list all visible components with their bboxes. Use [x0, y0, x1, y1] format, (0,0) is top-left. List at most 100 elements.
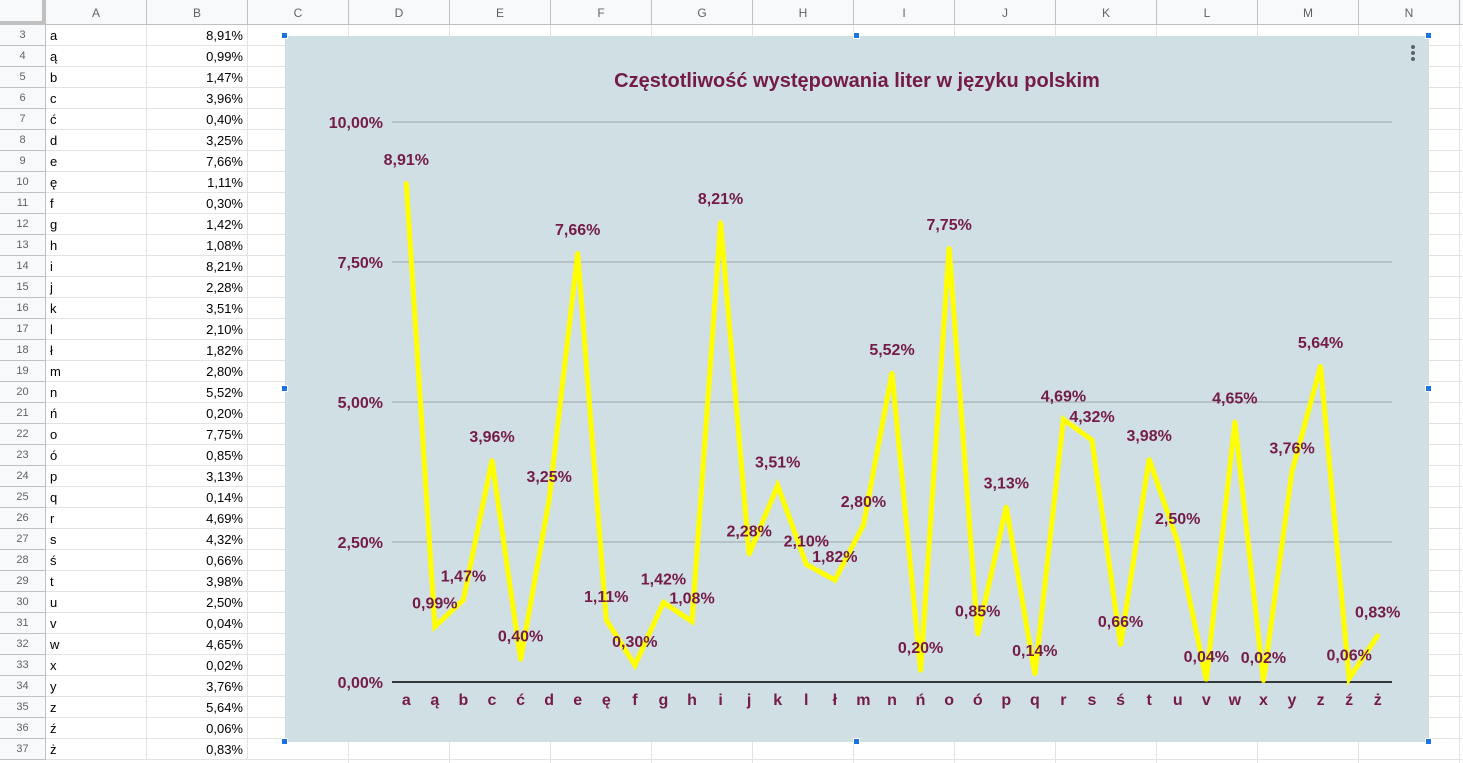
cell-frequency[interactable]: 0,02%: [147, 655, 248, 676]
cell-letter[interactable]: l: [46, 319, 147, 340]
cell-letter[interactable]: n: [46, 382, 147, 403]
cell-letter[interactable]: h: [46, 235, 147, 256]
row-header[interactable]: 4: [0, 46, 46, 67]
cell-letter[interactable]: ń: [46, 403, 147, 424]
row-header[interactable]: 17: [0, 319, 46, 340]
row-header[interactable]: 6: [0, 88, 46, 109]
row-header[interactable]: 10: [0, 172, 46, 193]
column-header-b[interactable]: B: [147, 0, 248, 25]
column-header-l[interactable]: L: [1157, 0, 1258, 25]
cell-frequency[interactable]: 3,98%: [147, 571, 248, 592]
row-header[interactable]: 7: [0, 109, 46, 130]
row-header[interactable]: 33: [0, 655, 46, 676]
cell-letter[interactable]: ś: [46, 550, 147, 571]
cell-letter[interactable]: c: [46, 88, 147, 109]
cell-frequency[interactable]: 1,82%: [147, 340, 248, 361]
cell-frequency[interactable]: 0,66%: [147, 550, 248, 571]
row-header[interactable]: 24: [0, 466, 46, 487]
cell-letter[interactable]: w: [46, 634, 147, 655]
row-header[interactable]: 30: [0, 592, 46, 613]
select-all-corner[interactable]: [0, 0, 46, 25]
resize-handle[interactable]: [853, 32, 860, 39]
cell-frequency[interactable]: 8,91%: [147, 25, 248, 46]
cell-letter[interactable]: z: [46, 697, 147, 718]
cell-frequency[interactable]: 0,85%: [147, 445, 248, 466]
row-header[interactable]: 3: [0, 25, 46, 46]
resize-handle[interactable]: [281, 385, 288, 392]
cell-frequency[interactable]: 3,13%: [147, 466, 248, 487]
cell-letter[interactable]: ż: [46, 739, 147, 760]
cell-frequency[interactable]: 3,76%: [147, 676, 248, 697]
column-header-i[interactable]: I: [854, 0, 955, 25]
column-header-g[interactable]: G: [652, 0, 753, 25]
column-header-a[interactable]: A: [46, 0, 147, 25]
row-header[interactable]: 36: [0, 718, 46, 739]
resize-handle[interactable]: [281, 32, 288, 39]
row-header[interactable]: 35: [0, 697, 46, 718]
row-header[interactable]: 34: [0, 676, 46, 697]
row-header[interactable]: 29: [0, 571, 46, 592]
cell-frequency[interactable]: 8,21%: [147, 256, 248, 277]
cell-frequency[interactable]: 0,30%: [147, 193, 248, 214]
column-header-n[interactable]: N: [1359, 0, 1460, 25]
row-header[interactable]: 23: [0, 445, 46, 466]
cell-letter[interactable]: o: [46, 424, 147, 445]
cell-letter[interactable]: x: [46, 655, 147, 676]
cell-letter[interactable]: t: [46, 571, 147, 592]
line-chart[interactable]: Częstotliwość występowania liter w język…: [285, 36, 1429, 742]
row-header[interactable]: 21: [0, 403, 46, 424]
cell-frequency[interactable]: 0,99%: [147, 46, 248, 67]
cell-frequency[interactable]: 0,83%: [147, 739, 248, 760]
cell-frequency[interactable]: 2,50%: [147, 592, 248, 613]
cell-letter[interactable]: p: [46, 466, 147, 487]
cell-letter[interactable]: d: [46, 130, 147, 151]
row-header[interactable]: 37: [0, 739, 46, 760]
row-header[interactable]: 26: [0, 508, 46, 529]
resize-handle[interactable]: [1425, 738, 1432, 745]
column-header-c[interactable]: C: [248, 0, 349, 25]
cell-frequency[interactable]: 7,75%: [147, 424, 248, 445]
cell-letter[interactable]: y: [46, 676, 147, 697]
cell-letter[interactable]: ę: [46, 172, 147, 193]
cell-letter[interactable]: r: [46, 508, 147, 529]
cell-letter[interactable]: i: [46, 256, 147, 277]
cell-frequency[interactable]: 0,20%: [147, 403, 248, 424]
cell-letter[interactable]: ć: [46, 109, 147, 130]
cell-frequency[interactable]: 4,65%: [147, 634, 248, 655]
column-header-f[interactable]: F: [551, 0, 652, 25]
chart-menu-icon[interactable]: [1409, 44, 1417, 62]
column-header-j[interactable]: J: [955, 0, 1056, 25]
cell-frequency[interactable]: 0,06%: [147, 718, 248, 739]
column-header-e[interactable]: E: [450, 0, 551, 25]
cell-frequency[interactable]: 2,10%: [147, 319, 248, 340]
row-header[interactable]: 25: [0, 487, 46, 508]
cell-letter[interactable]: u: [46, 592, 147, 613]
row-header[interactable]: 19: [0, 361, 46, 382]
cell-letter[interactable]: e: [46, 151, 147, 172]
cell-letter[interactable]: q: [46, 487, 147, 508]
resize-handle[interactable]: [281, 738, 288, 745]
cell-frequency[interactable]: 4,69%: [147, 508, 248, 529]
cell-frequency[interactable]: 7,66%: [147, 151, 248, 172]
row-header[interactable]: 14: [0, 256, 46, 277]
cell-frequency[interactable]: 0,40%: [147, 109, 248, 130]
row-header[interactable]: 28: [0, 550, 46, 571]
cell-letter[interactable]: a: [46, 25, 147, 46]
row-header[interactable]: 31: [0, 613, 46, 634]
cell-letter[interactable]: v: [46, 613, 147, 634]
row-header[interactable]: 9: [0, 151, 46, 172]
row-header[interactable]: 32: [0, 634, 46, 655]
cell-frequency[interactable]: 3,51%: [147, 298, 248, 319]
row-header[interactable]: 11: [0, 193, 46, 214]
cell-frequency[interactable]: 2,80%: [147, 361, 248, 382]
row-header[interactable]: 15: [0, 277, 46, 298]
column-header-k[interactable]: K: [1056, 0, 1157, 25]
cell-letter[interactable]: g: [46, 214, 147, 235]
row-header[interactable]: 12: [0, 214, 46, 235]
cell-letter[interactable]: ą: [46, 46, 147, 67]
resize-handle[interactable]: [853, 738, 860, 745]
resize-handle[interactable]: [1425, 32, 1432, 39]
row-header[interactable]: 5: [0, 67, 46, 88]
cell-frequency[interactable]: 2,28%: [147, 277, 248, 298]
cell-letter[interactable]: b: [46, 67, 147, 88]
